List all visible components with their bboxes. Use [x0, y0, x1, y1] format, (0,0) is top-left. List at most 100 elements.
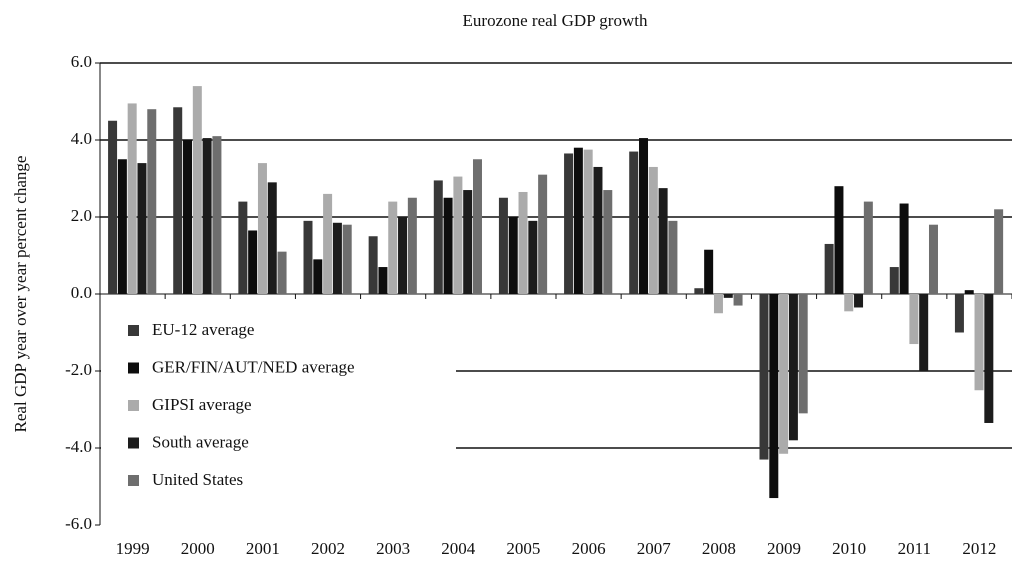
bar: [863, 201, 873, 294]
bar: [899, 203, 909, 294]
bar: [779, 294, 789, 454]
bar: [994, 209, 1004, 294]
x-tick-label: 2010: [832, 539, 866, 558]
x-tick-label: 2011: [898, 539, 931, 558]
bar: [508, 217, 518, 294]
legend-swatch: [128, 475, 139, 486]
bar: [378, 267, 388, 294]
bar: [713, 294, 723, 314]
bar: [238, 201, 248, 294]
x-tick-label: 2002: [311, 539, 345, 558]
legend-label: EU-12 average: [152, 320, 254, 339]
legend-swatch: [128, 437, 139, 449]
y-tick-label: 0.0: [71, 283, 92, 302]
bar: [472, 159, 482, 294]
bar: [723, 294, 733, 298]
legend-box: [101, 308, 456, 500]
bar: [267, 182, 277, 294]
bar: [398, 217, 408, 294]
bar: [909, 294, 919, 345]
bar: [453, 176, 463, 294]
bar: [433, 180, 443, 294]
bar: [954, 294, 964, 333]
y-tick-label: -4.0: [65, 437, 92, 456]
x-tick-label: 2007: [637, 539, 672, 558]
bar: [127, 103, 137, 294]
x-tick-label: 2009: [767, 539, 801, 558]
bar: [788, 294, 798, 441]
bar: [147, 109, 157, 294]
bar: [313, 259, 323, 294]
bar: [368, 236, 378, 294]
x-tick-label: 1999: [116, 539, 150, 558]
legend-label: GIPSI average: [152, 395, 252, 414]
bar: [538, 174, 548, 294]
bar: [648, 166, 658, 294]
bar: [202, 138, 212, 294]
bar: [824, 243, 834, 294]
y-tick-label: -2.0: [65, 360, 92, 379]
x-tick-label: 2005: [506, 539, 540, 558]
bar: [137, 163, 147, 294]
legend-label: GER/FIN/AUT/NED average: [152, 357, 355, 376]
bar: [639, 138, 649, 294]
bar: [257, 163, 267, 294]
bar: [603, 190, 613, 294]
bar: [564, 153, 574, 294]
y-tick-label: 6.0: [71, 52, 92, 71]
bar: [212, 136, 222, 294]
bar: [928, 224, 938, 294]
y-axis-label: Real GDP year over year percent change: [11, 156, 30, 433]
bar: [854, 294, 864, 308]
bar: [323, 193, 333, 294]
x-tick-label: 2006: [572, 539, 606, 558]
bar: [834, 186, 844, 294]
x-tick-label: 2008: [702, 539, 736, 558]
bar: [108, 120, 118, 294]
bar: [593, 166, 603, 294]
bar: [248, 230, 258, 294]
legend-swatch: [128, 400, 139, 411]
y-tick-label: -6.0: [65, 514, 92, 533]
bar: [889, 267, 899, 294]
bar: [443, 197, 453, 294]
bar: [573, 147, 583, 294]
bar: [769, 294, 779, 499]
bar: [342, 224, 352, 294]
y-tick-label: 4.0: [71, 129, 92, 148]
bar: [704, 249, 714, 294]
x-tick-label: 2001: [246, 539, 280, 558]
bar: [583, 149, 593, 294]
legend-label: United States: [152, 470, 243, 489]
x-tick-label: 2003: [376, 539, 410, 558]
bar: [798, 294, 808, 414]
bar: [694, 288, 704, 294]
bar: [629, 151, 639, 294]
bar: [759, 294, 769, 460]
bar: [668, 220, 678, 294]
legend-swatch: [128, 362, 139, 374]
bar: [844, 294, 854, 312]
legend-label: South average: [152, 432, 249, 451]
bar: [974, 294, 984, 391]
bar: [518, 191, 528, 294]
y-tick-label: 2.0: [71, 206, 92, 225]
legend-swatch: [128, 325, 139, 336]
bar: [733, 294, 743, 306]
x-tick-label: 2012: [962, 539, 996, 558]
x-tick-label: 2004: [441, 539, 476, 558]
bar: [407, 197, 417, 294]
bar: [388, 201, 398, 294]
bar: [964, 290, 974, 294]
x-tick-label: 2000: [181, 539, 215, 558]
bar: [192, 86, 202, 294]
bar: [919, 294, 929, 371]
bar: [277, 251, 287, 294]
bar: [303, 220, 313, 294]
bar: [463, 190, 473, 294]
bar: [528, 220, 538, 294]
bar: [658, 188, 668, 294]
bar: [117, 159, 127, 294]
bar: [173, 107, 183, 295]
